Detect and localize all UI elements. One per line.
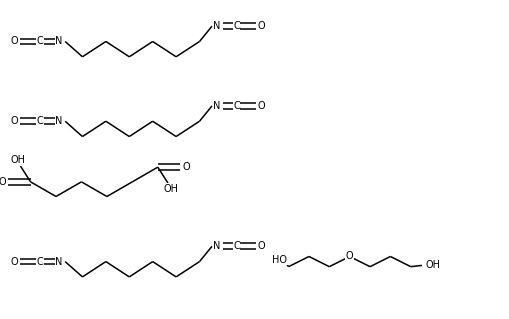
- Text: C: C: [233, 101, 240, 111]
- Text: OH: OH: [163, 184, 178, 194]
- Text: O: O: [11, 116, 18, 126]
- Text: N: N: [55, 36, 63, 47]
- Text: OH: OH: [425, 260, 440, 270]
- Text: O: O: [258, 21, 265, 31]
- Text: O: O: [11, 36, 18, 47]
- Text: C: C: [36, 116, 43, 126]
- Text: C: C: [36, 36, 43, 47]
- Text: O: O: [11, 256, 18, 267]
- Text: O: O: [182, 162, 190, 172]
- Text: N: N: [213, 21, 221, 31]
- Text: O: O: [258, 241, 265, 251]
- Text: C: C: [233, 241, 240, 251]
- Text: N: N: [55, 256, 63, 267]
- Text: O: O: [258, 101, 265, 111]
- Text: C: C: [233, 21, 240, 31]
- Text: N: N: [55, 116, 63, 126]
- Text: N: N: [213, 241, 221, 251]
- Text: N: N: [213, 101, 221, 111]
- Text: HO: HO: [272, 255, 287, 265]
- Text: C: C: [36, 256, 43, 267]
- Text: OH: OH: [10, 155, 25, 165]
- Text: O: O: [0, 177, 6, 187]
- Text: O: O: [346, 251, 353, 262]
